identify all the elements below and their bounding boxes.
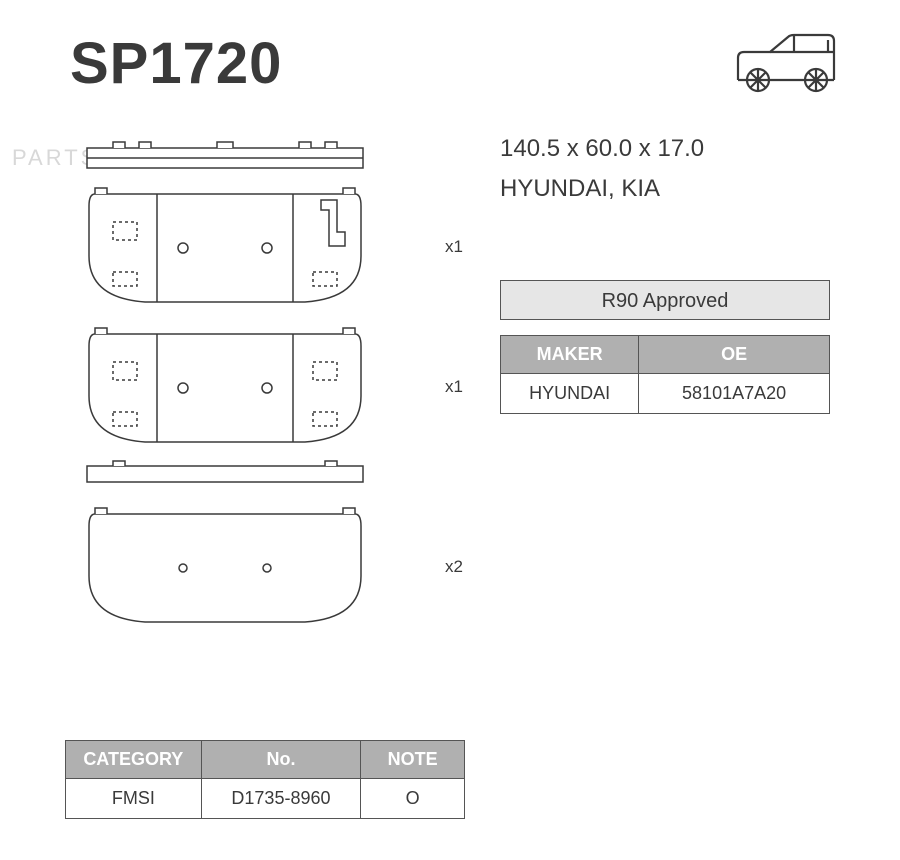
diagram-backplate-top (85, 140, 415, 174)
diagram-pad-with-clip: x1 (85, 186, 415, 308)
table-row: HYUNDAI 58101A7A20 (501, 374, 830, 414)
cell-maker: HYUNDAI (501, 374, 639, 414)
cell-oe: 58101A7A20 (639, 374, 830, 414)
col-category: CATEGORY (66, 741, 202, 779)
approval-badge: R90 Approved (500, 280, 830, 320)
product-spec-page: SP1720 PARTS SOFT (0, 0, 900, 860)
table-row: FMSI D1735-8960 O (66, 779, 465, 819)
brake-pad-diagram: x1 x1 (85, 140, 415, 628)
oe-table: MAKER OE HYUNDAI 58101A7A20 (500, 335, 830, 414)
car-icon (730, 30, 840, 100)
dimensions: 140.5 x 60.0 x 17.0 (500, 135, 704, 163)
brands: HYUNDAI, KIA (500, 175, 660, 203)
col-note: NOTE (361, 741, 465, 779)
col-maker: MAKER (501, 336, 639, 374)
table-header-row: CATEGORY No. NOTE (66, 741, 465, 779)
cell-category: FMSI (66, 779, 202, 819)
qty-label: x2 (445, 557, 463, 577)
qty-label: x1 (445, 237, 463, 257)
col-no: No. (201, 741, 361, 779)
diagram-backplate-bottom (85, 460, 415, 488)
cell-note: O (361, 779, 465, 819)
diagram-pad-front: x1 (85, 326, 415, 448)
qty-label: x1 (445, 377, 463, 397)
col-oe: OE (639, 336, 830, 374)
diagram-pad-plain: x2 (85, 506, 415, 628)
cell-no: D1735-8960 (201, 779, 361, 819)
part-number: SP1720 (70, 30, 282, 97)
table-header-row: MAKER OE (501, 336, 830, 374)
category-table: CATEGORY No. NOTE FMSI D1735-8960 O (65, 740, 465, 819)
